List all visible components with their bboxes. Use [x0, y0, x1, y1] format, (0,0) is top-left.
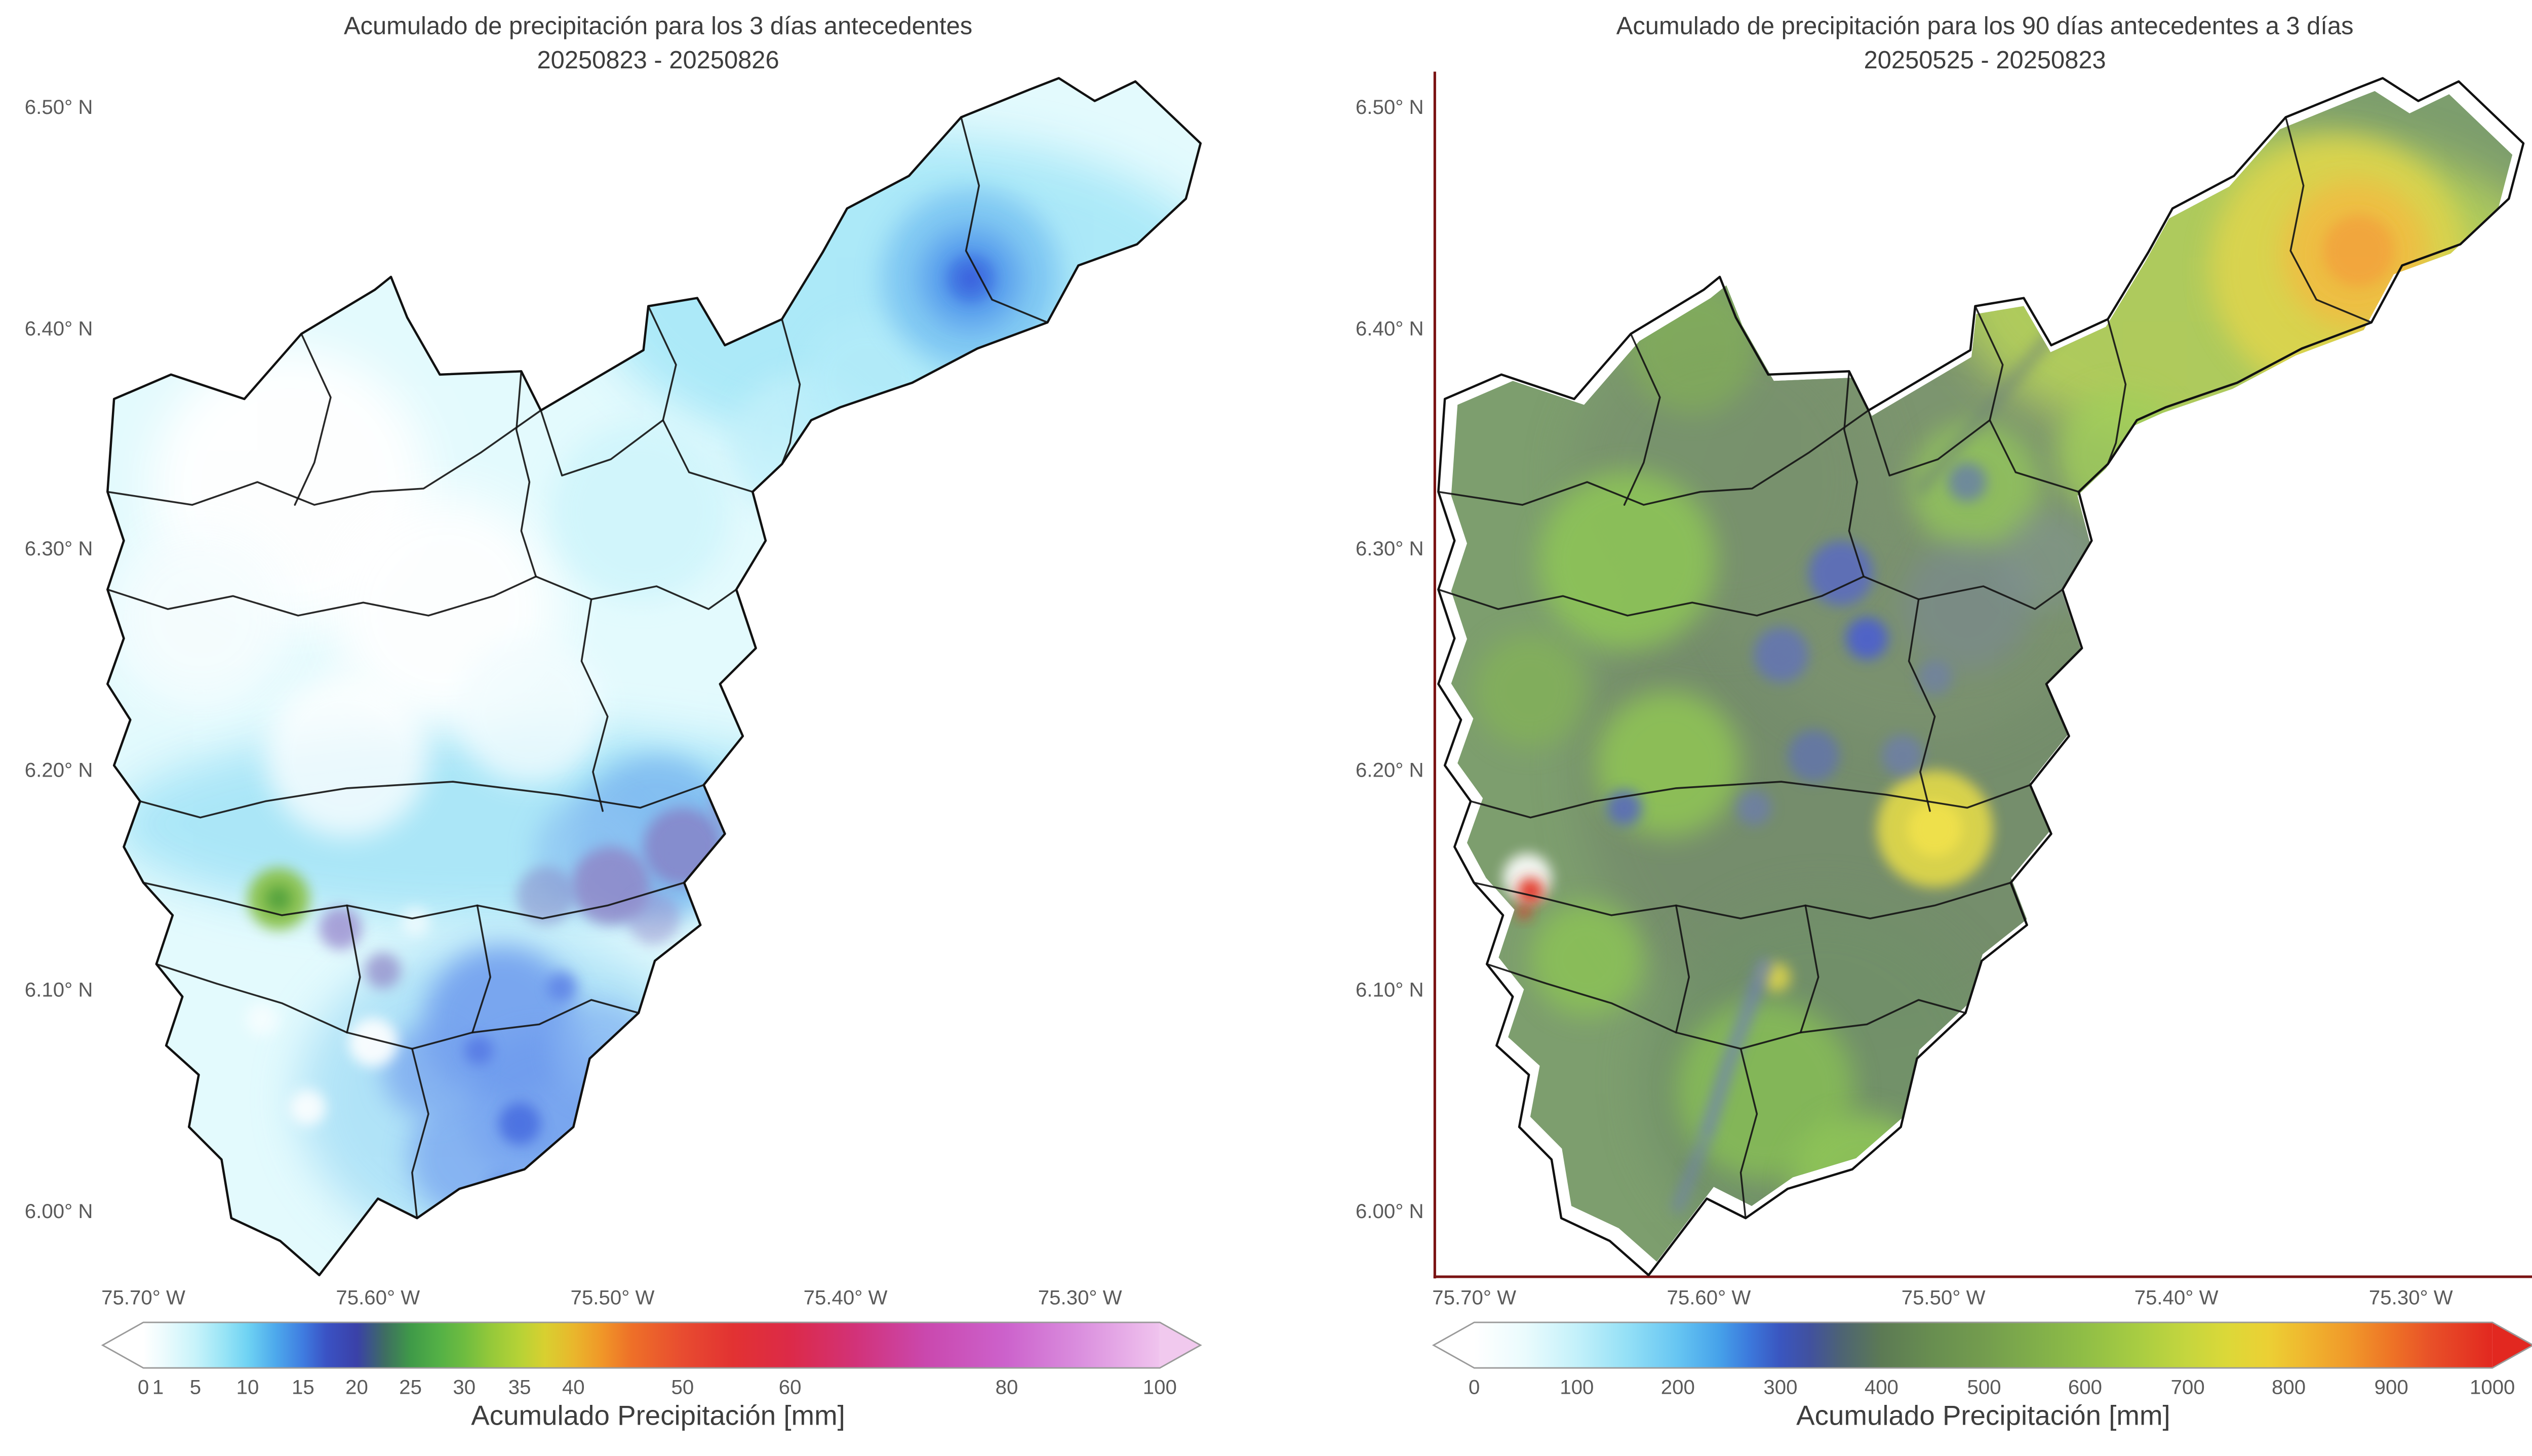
colorbar-tick: 200 — [1660, 1376, 1695, 1399]
colorbar-tick: 30 — [453, 1376, 476, 1399]
colorbar-tick: 700 — [2170, 1376, 2205, 1399]
colorbar-left-arrow — [102, 1322, 144, 1368]
x-tick: 75.30° W — [2368, 1286, 2453, 1310]
colorbar-tick: 80 — [995, 1376, 1018, 1399]
x-tick: 75.60° W — [1667, 1286, 1751, 1310]
x-tick: 75.40° W — [803, 1286, 888, 1310]
municipality-boundaries — [1437, 116, 2372, 1219]
colorbar-tick: 15 — [291, 1376, 314, 1399]
y-tick: 6.10° N — [1355, 979, 1424, 1002]
y-tick: 6.00° N — [1355, 1200, 1424, 1223]
map-90day — [1433, 71, 2532, 1279]
y-tick: 6.40° N — [24, 317, 93, 341]
colorbar-tick: 5 — [189, 1376, 202, 1399]
colorbar-tick: 800 — [2272, 1376, 2306, 1399]
panel-title-line1: Acumulado de precipitación para los 90 d… — [1616, 13, 2354, 41]
colorbar-tick: 100 — [1560, 1376, 1594, 1399]
map-3day — [106, 77, 1202, 1277]
colorbar-frame — [1432, 1321, 2532, 1369]
x-tick: 75.70° W — [101, 1286, 186, 1310]
x-tick: 75.40° W — [2134, 1286, 2219, 1310]
colorbar-tick: 1 — [152, 1376, 164, 1399]
colorbar-tick: 0 — [137, 1376, 149, 1399]
colorbar-tick: 20 — [345, 1376, 368, 1399]
panel-title: Acumulado de precipitación para los 90 d… — [1434, 10, 2532, 78]
colorbar-tick: 25 — [399, 1376, 422, 1399]
y-tick: 6.50° N — [24, 96, 93, 119]
panel-title-line2: 20250525 - 20250823 — [1864, 47, 2106, 75]
colorbar-tick: 50 — [671, 1376, 694, 1399]
x-tick: 75.60° W — [336, 1286, 420, 1310]
x-tick: 75.50° W — [570, 1286, 655, 1310]
y-tick: 6.50° N — [1355, 96, 1424, 119]
colorbar-tick: 10 — [236, 1376, 259, 1399]
y-tick: 6.20° N — [1355, 759, 1424, 782]
y-tick: 6.40° N — [1355, 317, 1424, 341]
panel-title-line2: 20250823 - 20250826 — [537, 47, 779, 75]
x-tick: 75.50° W — [1901, 1286, 1986, 1310]
panel-title: Acumulado de precipitación para los 3 dí… — [103, 10, 1214, 78]
colorbar-frame — [101, 1321, 1202, 1369]
colorbar-90day — [1432, 1321, 2532, 1369]
colorbar-tick: 600 — [2068, 1376, 2103, 1399]
colorbar-tick: 40 — [562, 1376, 585, 1399]
y-tick: 6.30° N — [24, 537, 93, 560]
colorbar-tick: 60 — [778, 1376, 802, 1399]
colorbar-label: Acumulado Precipitación [mm] — [1796, 1400, 2170, 1432]
colorbar-tick: 100 — [1142, 1376, 1177, 1399]
basin-outline — [1437, 77, 2525, 1277]
colorbar-3day — [101, 1321, 1202, 1369]
colorbar-right-arrow — [2492, 1322, 2532, 1368]
colorbar-tick: 900 — [2374, 1376, 2408, 1399]
y-tick: 6.00° N — [24, 1200, 93, 1223]
colorbar-right-arrow — [1160, 1322, 1201, 1368]
colorbar-gradient — [1474, 1322, 2493, 1368]
y-tick: 6.30° N — [1355, 537, 1424, 560]
colorbar-tick: 300 — [1763, 1376, 1798, 1399]
y-tick: 6.10° N — [24, 979, 93, 1002]
colorbar-left-arrow — [1433, 1322, 1475, 1368]
basin-outline — [106, 77, 1202, 1277]
colorbar-tick: 35 — [508, 1376, 531, 1399]
x-tick: 75.30° W — [1038, 1286, 1122, 1310]
colorbar-tick: 500 — [1967, 1376, 2001, 1399]
colorbar-tick: 0 — [1468, 1376, 1480, 1399]
colorbar-tick: 400 — [1864, 1376, 1898, 1399]
y-tick: 6.20° N — [24, 759, 93, 782]
x-tick: 75.70° W — [1432, 1286, 1517, 1310]
colorbar-gradient — [143, 1322, 1160, 1368]
panel-title-line1: Acumulado de precipitación para los 3 dí… — [343, 13, 973, 41]
municipality-boundaries — [106, 116, 1049, 1219]
colorbar-label: Acumulado Precipitación [mm] — [471, 1400, 845, 1432]
colorbar-tick: 1000 — [2469, 1376, 2515, 1399]
precipitation-field-90day — [1451, 91, 2513, 1262]
